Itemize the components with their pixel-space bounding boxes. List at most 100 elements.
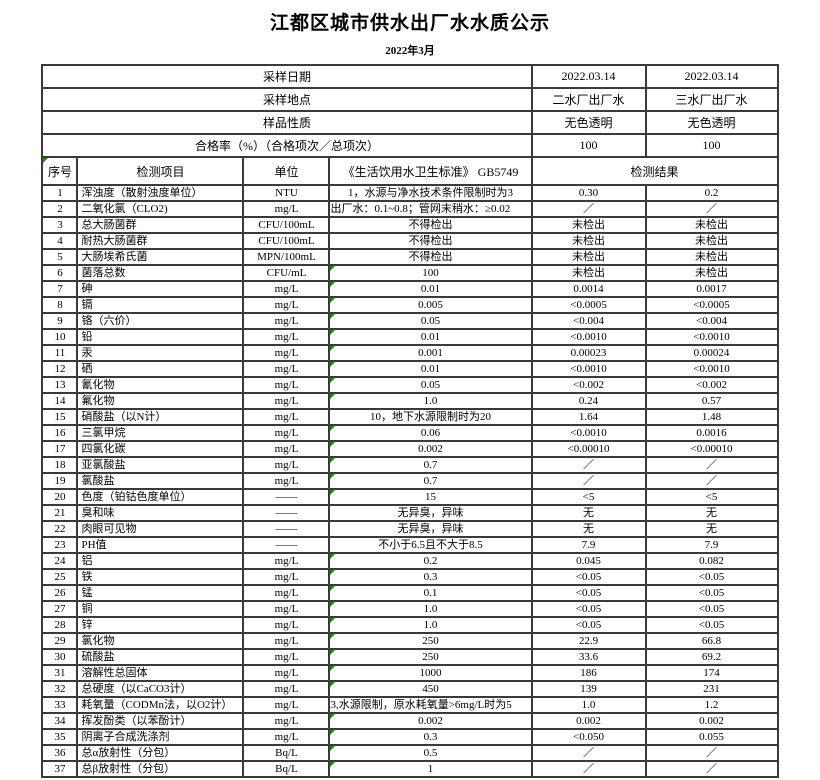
cell-result-plant2: <0.050 — [530, 728, 647, 746]
cell-no-text: 22 — [54, 522, 66, 535]
cell-unit-text: mg/L — [274, 378, 299, 391]
cell-no: 26 — [41, 584, 79, 602]
cell-result-plant2-text: 无 — [583, 522, 594, 535]
cell-result-plant2: 186 — [530, 664, 647, 682]
table-row: 1 浑浊度（散射浊度单位） NTU 1，水源与净水技术条件限制时为3 0.30 0.2 — [41, 184, 779, 202]
cell-standard: 无异臭，异味 — [328, 504, 533, 522]
cell-item-text: 大肠埃希氏菌 — [81, 250, 148, 263]
cell-result-plant3-text: 0.0017 — [696, 282, 727, 295]
cell-no-text: 3 — [57, 218, 63, 231]
cell-result-plant2-text: 1.64 — [578, 410, 599, 423]
cell-result-plant2: ／ — [530, 456, 647, 474]
cell-result-plant2-text: 139 — [580, 682, 597, 695]
cell-no: 25 — [41, 568, 79, 586]
cell-unit: mg/L — [242, 696, 331, 714]
cell-item: 砷 — [76, 280, 245, 298]
cell-unit: mg/L — [242, 312, 331, 330]
cell-result-plant3-text: <0.0010 — [693, 330, 730, 343]
col-header-item: 检测项目 — [76, 156, 245, 186]
cell-no-text: 10 — [54, 330, 66, 343]
cell-standard-text: 0.001 — [418, 346, 443, 359]
number-stored-as-text-flag-icon — [331, 667, 336, 671]
cell-unit-text: CFU/100mL — [258, 234, 315, 247]
cell-item-text: 总硬度（以CaCO3计） — [81, 682, 192, 695]
cell-result-plant2-text: 22.9 — [578, 634, 599, 647]
cell-result-plant3-text: 未检出 — [695, 218, 728, 231]
cell-item-text: 四氯化碳 — [81, 442, 126, 455]
cell-item: 铬（六价） — [76, 312, 245, 330]
cell-no-text: 24 — [54, 554, 66, 567]
cell-unit: mg/L — [242, 472, 331, 490]
cell-result-plant2: 0.24 — [530, 392, 647, 410]
cell-no: 17 — [41, 440, 79, 458]
cell-no: 9 — [41, 312, 79, 330]
cell-result-plant2: 未检出 — [530, 264, 647, 282]
cell-no: 36 — [41, 744, 79, 762]
cell-standard-text: 不得检出 — [408, 218, 453, 231]
cell-no: 33 — [41, 696, 79, 714]
cell-item: 锌 — [76, 616, 245, 634]
cell-result-plant2-text: <0.002 — [573, 378, 604, 391]
cell-item: 阴离子合成洗涤剂 — [76, 728, 245, 746]
cell-no-text: 26 — [54, 586, 66, 599]
number-stored-as-text-flag-icon — [331, 571, 336, 575]
table-row: 26 锰 mg/L 0.1 <0.05 <0.05 — [41, 584, 779, 602]
cell-item: 硒 — [76, 360, 245, 378]
cell-result-plant3-text: 0.57 — [701, 394, 722, 407]
cell-result-plant3-text: 0.00024 — [693, 346, 730, 359]
number-stored-as-text-flag-icon — [331, 603, 336, 607]
cell-result-plant3: 0.57 — [644, 392, 779, 410]
cell-unit: —— — [242, 488, 331, 506]
page-title: 江都区城市供水出厂水水质公示 — [269, 13, 550, 34]
cell-result-plant2-text: <0.05 — [575, 570, 602, 583]
cell-standard: 1.0 — [328, 392, 533, 410]
cell-unit: mg/L — [242, 552, 331, 570]
cell-standard-text: 不小于6.5且不大于8.5 — [378, 538, 483, 551]
cell-standard-text: 0.01 — [420, 330, 441, 343]
cell-item-text: 耗氧量（CODMn法，以O2计） — [81, 698, 233, 711]
cell-item: 总硬度（以CaCO3计） — [76, 680, 245, 698]
table-row: 14 氟化物 mg/L 1.0 0.24 0.57 — [41, 392, 779, 410]
cell-result-plant2-text: 7.9 — [581, 538, 596, 551]
col-header-no-label: 序号 — [47, 164, 72, 179]
cell-result-plant3: <0.002 — [644, 376, 779, 394]
cell-result-plant2-text: 186 — [580, 666, 597, 679]
cell-no-text: 6 — [57, 266, 63, 279]
cell-result-plant3-text: <5 — [705, 490, 718, 503]
cell-unit: mg/L — [242, 440, 331, 458]
cell-unit-text: —— — [275, 490, 298, 503]
table-row: 17 四氯化碳 mg/L 0.002 <0.00010 <0.00010 — [41, 440, 779, 458]
cell-standard-text: 无异臭，异味 — [397, 522, 464, 535]
cell-result-plant2-text: 0.30 — [578, 186, 599, 199]
cell-result-plant3: ／ — [644, 760, 779, 778]
table-row: 37 总β放射性（分包） Bq/L 1 ／ ／ — [41, 760, 779, 778]
cell-result-plant3: 231 — [644, 680, 779, 698]
cell-no-text: 17 — [54, 442, 66, 455]
cell-result-plant2-text: <5 — [582, 490, 595, 503]
cell-unit-text: mg/L — [274, 202, 299, 215]
cell-no: 32 — [41, 680, 79, 698]
cell-item-text: 硫酸盐 — [81, 650, 115, 663]
cell-no-text: 37 — [54, 762, 66, 775]
cell-result-plant2: ／ — [530, 472, 647, 490]
cell-no-text: 27 — [54, 602, 66, 615]
cell-standard-text: 0.2 — [423, 554, 438, 567]
cell-no: 7 — [41, 280, 79, 298]
cell-result-plant2-text: 0.002 — [576, 714, 601, 727]
cell-result-plant2: <0.002 — [530, 376, 647, 394]
page-subtitle: 2022年3月 — [385, 45, 435, 57]
number-stored-as-text-flag-icon — [331, 379, 336, 383]
table-row: 3 总大肠菌群 CFU/100mL 不得检出 未检出 未检出 — [41, 216, 779, 234]
cell-item: 铝 — [76, 552, 245, 570]
table-row: 32 总硬度（以CaCO3计） mg/L 450 139 231 — [41, 680, 779, 698]
cell-unit-text: mg/L — [274, 474, 299, 487]
cell-no-text: 28 — [54, 618, 66, 631]
cell-standard: 1，水源与净水技术条件限制时为3 — [328, 184, 533, 202]
cell-item-text: 臭和味 — [81, 506, 115, 519]
cell-standard-text: 250 — [422, 634, 439, 647]
cell-item: 耗氧量（CODMn法，以O2计） — [76, 696, 245, 714]
cell-result-plant3-text: 0.082 — [699, 554, 724, 567]
sampling-location-plant3: 三水厂出厂水 — [644, 87, 779, 112]
cell-result-plant2: 1.64 — [530, 408, 647, 426]
col-header-no: 序号 — [41, 156, 79, 186]
